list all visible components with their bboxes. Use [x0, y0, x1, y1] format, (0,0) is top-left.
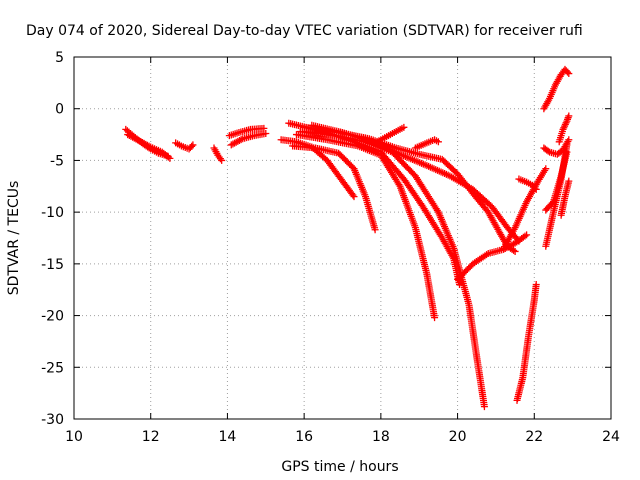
series-arc-25 — [540, 65, 573, 113]
series-arc-24 — [555, 112, 573, 146]
data-point — [189, 141, 197, 149]
series-arc-2 — [124, 131, 174, 162]
data-point — [218, 156, 226, 164]
data-point — [260, 124, 268, 132]
series-arc-17 — [411, 136, 442, 152]
series-arc-3 — [172, 139, 197, 153]
y-tick-label: -5 — [50, 153, 64, 169]
data-point — [188, 142, 196, 150]
x-tick-label: 12 — [142, 429, 160, 445]
grid — [74, 57, 611, 419]
plot-frame — [73, 56, 612, 420]
y-tick-label: 0 — [55, 102, 64, 118]
data-point — [455, 281, 463, 289]
data-point — [560, 124, 568, 132]
data-point — [350, 193, 358, 201]
data-point — [563, 148, 571, 156]
series-arc-18 — [515, 175, 540, 193]
data-point — [510, 246, 518, 254]
series-arc-8 — [289, 142, 379, 234]
series-arc-16 — [369, 123, 408, 148]
series-arc-22 — [540, 136, 573, 158]
y-tick-label: -20 — [41, 309, 64, 325]
data-point — [562, 119, 570, 127]
data-point — [237, 136, 245, 144]
x-axis-label: GPS time / hours — [281, 459, 398, 475]
data-point — [166, 154, 174, 162]
x-tick-label: 10 — [65, 429, 83, 445]
y-tick-label: -30 — [41, 412, 64, 428]
data-point — [164, 153, 172, 161]
data-point — [565, 70, 573, 78]
series-arc-15 — [500, 165, 550, 252]
series-arc-5 — [227, 130, 270, 149]
y-tick-label: -10 — [41, 205, 64, 221]
data-point — [480, 403, 488, 411]
x-tick-label: 24 — [602, 429, 620, 445]
chart-title: Day 074 of 2020, Sidereal Day-to-day VTE… — [26, 23, 583, 39]
data-point — [523, 231, 531, 239]
data-point — [531, 184, 539, 192]
y-axis: 5 0 -5 -10 -15 -20 -25 -30 — [41, 50, 611, 428]
x-tick-label: 16 — [295, 429, 313, 445]
data-point — [349, 191, 357, 199]
data-point — [434, 138, 442, 146]
data-point — [564, 68, 572, 76]
data-point — [371, 226, 379, 234]
y-tick-label: 5 — [55, 50, 64, 66]
y-axis-label: SDTVAR / TECUs — [6, 181, 22, 296]
data-point — [262, 130, 270, 138]
x-tick-label: 14 — [219, 429, 237, 445]
x-tick-label: 22 — [525, 429, 543, 445]
data-point — [511, 247, 519, 255]
data-point — [145, 142, 153, 150]
x-axis: 10 12 14 16 18 20 22 24 — [65, 57, 620, 445]
series-arc-6 — [225, 124, 268, 140]
data-point — [565, 177, 573, 185]
data-point — [532, 185, 540, 193]
series-arc-23 — [557, 177, 573, 219]
data-point — [532, 281, 540, 289]
data-point — [565, 136, 573, 144]
data-point — [431, 314, 439, 322]
data-marks — [122, 65, 573, 411]
y-tick-label: -25 — [41, 360, 64, 376]
y-tick-label: -15 — [41, 257, 64, 273]
data-point — [561, 120, 569, 128]
x-tick-label: 18 — [372, 429, 390, 445]
data-point — [559, 125, 567, 133]
x-tick-label: 20 — [449, 429, 467, 445]
data-point — [521, 232, 529, 240]
data-point — [544, 147, 552, 155]
data-point — [542, 165, 550, 173]
data-point — [565, 112, 573, 120]
data-point — [561, 122, 569, 130]
data-point — [369, 140, 377, 148]
series-arc-21 — [542, 148, 571, 214]
series-arc-13 — [300, 123, 519, 255]
series-arc-19 — [513, 281, 540, 404]
series-arc-4 — [210, 144, 226, 164]
